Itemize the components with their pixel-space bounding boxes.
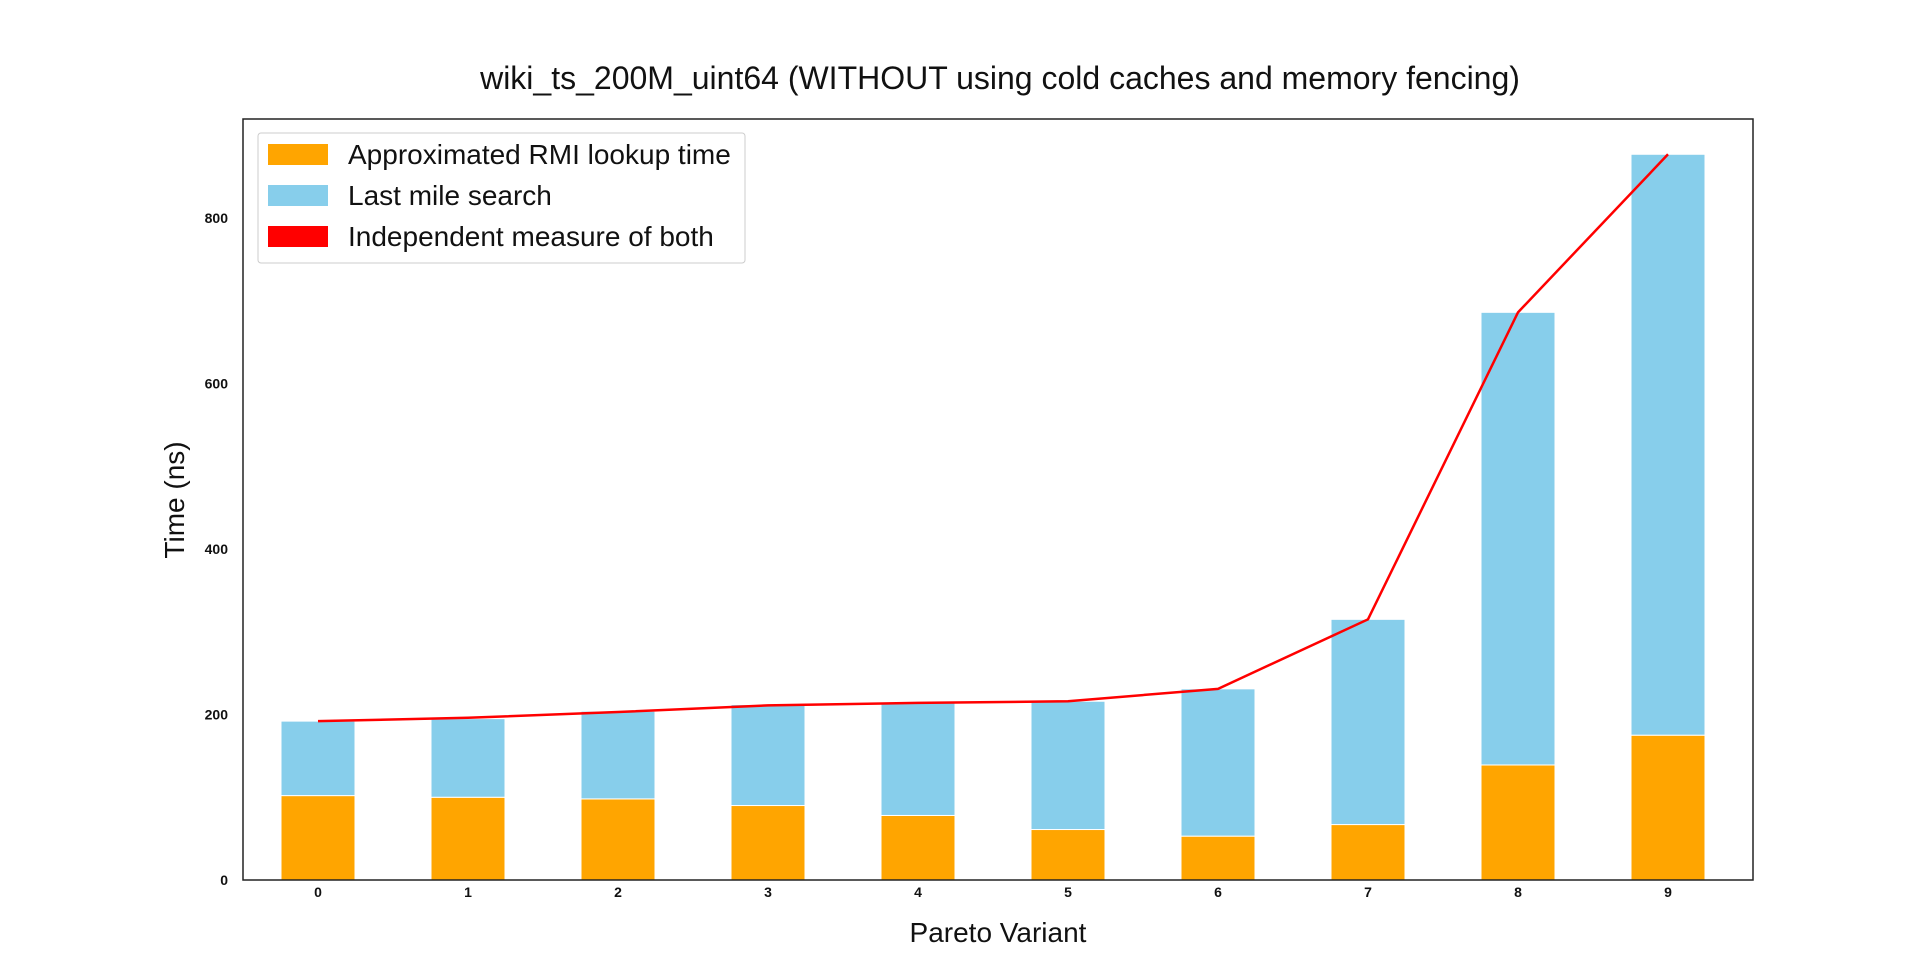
x-tick-label-4: 4 (914, 884, 922, 900)
plot-area (280, 153, 1706, 881)
bar-last-mile-6 (1180, 688, 1256, 837)
legend-swatch-rmi (268, 144, 328, 165)
x-axis-label: Pareto Variant (910, 917, 1087, 948)
bar-rmi-6 (1180, 835, 1256, 881)
bar-rmi-4 (880, 814, 956, 881)
x-tick-label-5: 5 (1064, 884, 1072, 900)
y-tick-label-0: 0 (220, 872, 228, 888)
x-tick-label-0: 0 (314, 884, 322, 900)
bar-last-mile-9 (1630, 153, 1706, 736)
bar-last-mile-4 (880, 701, 956, 816)
bar-rmi-5 (1030, 829, 1106, 881)
x-tick-label-1: 1 (464, 884, 472, 900)
legend-label-rmi: Approximated RMI lookup time (348, 139, 731, 170)
x-tick-label-6: 6 (1214, 884, 1222, 900)
bar-last-mile-3 (730, 704, 806, 807)
x-tick-label-8: 8 (1514, 884, 1522, 900)
bar-last-mile-0 (280, 720, 356, 797)
bar-rmi-3 (730, 805, 806, 881)
legend-frame (257, 132, 746, 264)
legend: Approximated RMI lookup time Last mile s… (257, 132, 746, 264)
y-tick-label-200: 200 (205, 707, 229, 723)
line-independent-measure (317, 153, 1669, 723)
bar-rmi-2 (580, 798, 656, 881)
legend-swatch-last-mile (268, 185, 328, 206)
plot-frame (242, 118, 1754, 881)
y-axis-label: Time (ns) (159, 441, 190, 558)
bar-rmi-8 (1480, 764, 1556, 881)
x-tick-label-7: 7 (1364, 884, 1372, 900)
bar-rmi-0 (280, 795, 356, 881)
legend-swatch-independent (268, 226, 328, 247)
chart-title: wiki_ts_200M_uint64 (WITHOUT using cold … (479, 60, 1520, 96)
bar-last-mile-7 (1330, 618, 1406, 826)
legend-label-independent: Independent measure of both (348, 221, 714, 252)
y-tick-label-400: 400 (205, 541, 229, 557)
bar-rmi-9 (1630, 734, 1706, 881)
x-tick-label-9: 9 (1664, 884, 1672, 900)
bar-last-mile-8 (1480, 311, 1556, 766)
bar-last-mile-5 (1030, 700, 1106, 831)
x-tick-label-2: 2 (614, 884, 622, 900)
bar-last-mile-2 (580, 710, 656, 800)
legend-label-last-mile: Last mile search (348, 180, 552, 211)
bar-rmi-7 (1330, 824, 1406, 881)
x-tick-label-3: 3 (764, 884, 772, 900)
bar-rmi-1 (430, 796, 506, 881)
y-tick-label-800: 800 (205, 210, 229, 226)
axis-ticks: 0 1 2 3 4 5 6 7 8 9 0 200 400 600 800 (205, 210, 1672, 900)
bar-last-mile-1 (430, 718, 506, 798)
y-tick-label-600: 600 (205, 376, 229, 392)
